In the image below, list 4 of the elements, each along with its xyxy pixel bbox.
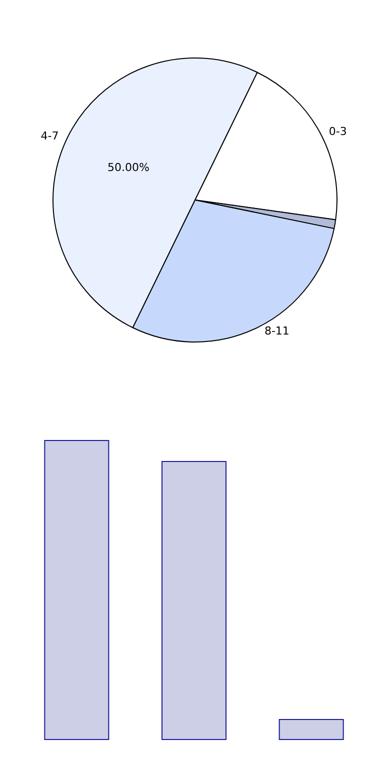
slice-label: 4-7 bbox=[40, 130, 59, 142]
data-label: 50.00% bbox=[108, 161, 150, 174]
slice-label: 0-3 bbox=[328, 124, 347, 138]
slice-label: 8-11 bbox=[264, 324, 290, 338]
